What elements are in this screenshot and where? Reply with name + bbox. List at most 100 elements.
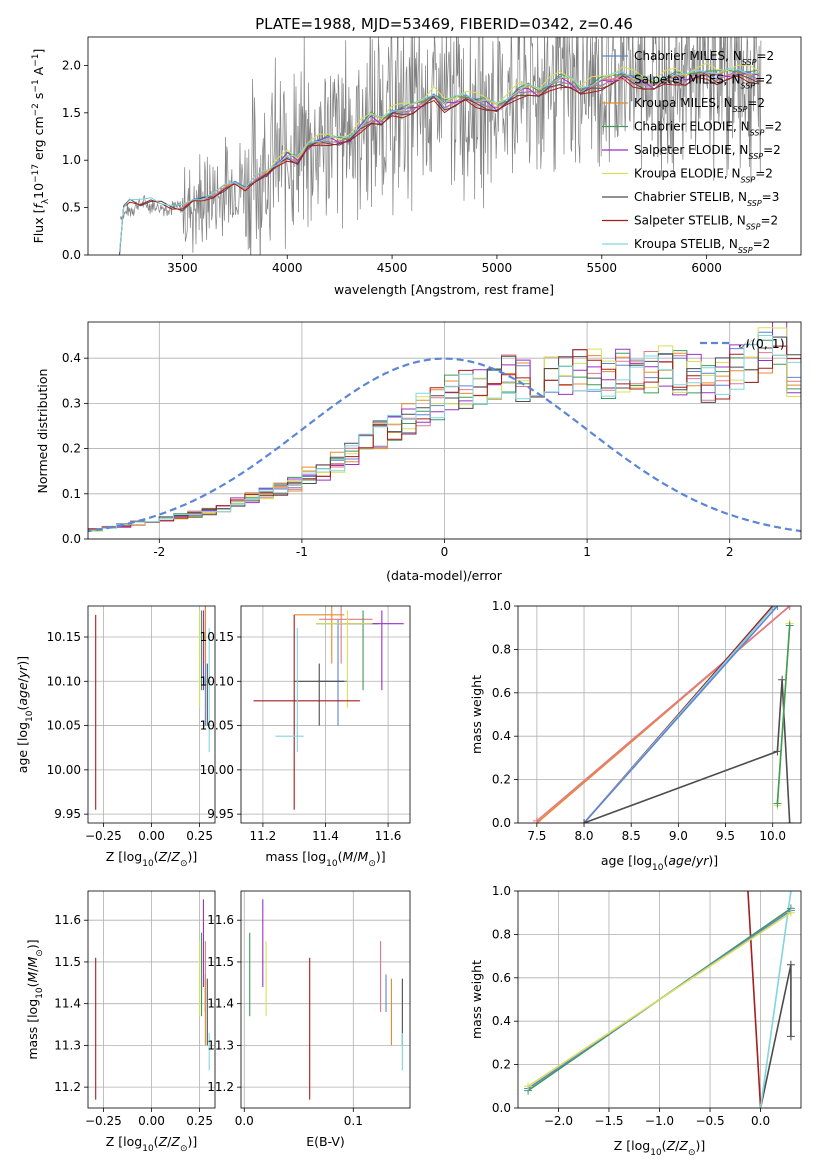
- x-tick-label: 10.0: [759, 829, 786, 843]
- weight-marker: [524, 1082, 533, 1091]
- weight-marker: [786, 1032, 795, 1041]
- y-tick-label: 10.00: [200, 763, 234, 777]
- x-axis-label: Z [log10(Z/Z⊙)]: [106, 849, 198, 869]
- figure-title: PLATE=1988, MJD=53469, FIBERID=0342, z=0…: [255, 15, 633, 33]
- legend-entry: Salpeter ELODIE, NSSP=2: [634, 143, 781, 161]
- x-tick-label: −1.5: [594, 1114, 623, 1128]
- mass-vs-extinction-panel: 0.0 0.1 11.2 11.3 11.4 11.5 11.6 E(B-V): [207, 890, 411, 1149]
- age-vs-mass-panel: 11.2 11.4 11.6 9.95 10.00 10.05 10.10 10.15 mass…: [200, 605, 411, 869]
- y-tick-label: 1.0: [62, 153, 81, 167]
- plot-content: [95, 899, 210, 1100]
- x-tick-label: 11.2: [250, 829, 277, 843]
- weight-line: [583, 606, 778, 823]
- y-axis-label: age [log10(age/yr)]: [15, 656, 35, 773]
- histogram-step: [88, 331, 801, 531]
- x-tick-label: 0.25: [186, 829, 213, 843]
- histogram-step: [88, 339, 801, 532]
- y-tick-label: 0.8: [492, 642, 511, 656]
- y-tick-label: 0.4: [492, 1014, 511, 1028]
- x-tick-label: 0.25: [186, 1114, 213, 1128]
- legend-entry: 𝒩(0, 1): [739, 336, 785, 351]
- y-tick-label: 11.5: [207, 955, 234, 969]
- y-tick-label: 11.3: [54, 1038, 81, 1052]
- legend-entry: Kroupa MILES, NSSP=2: [634, 96, 765, 114]
- axes-frame: [517, 605, 802, 824]
- y-tick-label: 11.2: [54, 1080, 81, 1094]
- y-tick-label: 10.10: [200, 674, 234, 688]
- x-tick-label: 0.00: [138, 829, 165, 843]
- x-axis-label: wavelength [Angstrom, rest frame]: [334, 282, 554, 297]
- weight-marker: [580, 819, 589, 823]
- x-tick-label: 0: [441, 545, 449, 559]
- weight-marker: [785, 819, 794, 823]
- age-vs-metallicity-panel: −0.25 0.00 0.25 9.95 10.00 10.05 10.10 10.15 Z […: [15, 605, 216, 869]
- weight-vs-age-panel: 7.5 8.0 8.5 9.0 9.5 10.0 0.0 0.2 0.4 0.6 0.8 1.0 age…: [469, 599, 802, 873]
- x-tick-label: 0.0: [235, 1114, 254, 1128]
- weight-marker: [756, 1104, 765, 1108]
- weight-line: [536, 606, 791, 822]
- legend-entry: Kroupa ELODIE, NSSP=2: [634, 167, 773, 185]
- x-tick-label: 5500: [587, 261, 618, 275]
- residual-histogram-panel: -2 -1 0 1 2 0.0 0.1 0.2 0.3 0.4 𝒩(0, 1) (data-model…: [35, 321, 802, 583]
- histogram-step: [88, 345, 801, 532]
- model-line: [119, 67, 760, 253]
- x-tick-label: 8.5: [622, 829, 641, 843]
- x-tick-label: −2.0: [544, 1114, 573, 1128]
- y-axis-label: Flux [fλ10−17 erg cm−2 s−1 A−1]: [31, 49, 51, 244]
- x-axis-label: Z [log10(Z/Z⊙)]: [106, 1134, 198, 1154]
- y-tick-label: 0.6: [492, 686, 511, 700]
- x-tick-label: 0.0: [751, 1114, 770, 1128]
- y-tick-label: 0.8: [492, 927, 511, 941]
- legend-entry: Chabrier MILES, NSSP=2: [634, 49, 774, 67]
- x-axis-label: age [log10(age/yr)]: [601, 853, 718, 873]
- x-axis-label: E(B-V): [306, 1134, 345, 1149]
- weight-marker: [778, 675, 787, 684]
- weight-marker: [785, 621, 794, 630]
- x-tick-label: 11.4: [312, 829, 339, 843]
- y-tick-label: 10.00: [47, 763, 81, 777]
- x-tick-label: 3500: [167, 261, 198, 275]
- x-tick-label: 11.6: [375, 829, 402, 843]
- x-tick-label: 0.1: [344, 1114, 363, 1128]
- y-tick-label: 0.0: [62, 532, 81, 546]
- y-tick-label: 10.15: [47, 630, 81, 644]
- x-tick-label: 5000: [482, 261, 513, 275]
- x-tick-label: 4000: [272, 261, 303, 275]
- plot-content: [95, 606, 210, 810]
- y-axis-label: mass [log10(M/M⊙)]: [25, 939, 45, 1059]
- y-tick-label: 0.2: [492, 1058, 511, 1072]
- weight-marker: [773, 747, 782, 756]
- x-tick-label: 9.0: [669, 829, 688, 843]
- y-tick-label: 1.5: [62, 106, 81, 120]
- y-axis-label: mass weight: [469, 960, 484, 1039]
- x-tick-label: -1: [296, 545, 308, 559]
- y-tick-label: 2.0: [62, 58, 81, 72]
- weight-line: [759, 891, 792, 1108]
- weight-marker: [773, 799, 782, 808]
- x-tick-label: −1.0: [645, 1114, 674, 1128]
- y-tick-label: 11.6: [207, 913, 234, 927]
- y-tick-label: 0.2: [492, 773, 511, 787]
- x-tick-label: 6000: [691, 261, 722, 275]
- plot-content: [249, 899, 403, 1100]
- y-tick-label: 11.5: [54, 955, 81, 969]
- x-tick-label: 1: [583, 545, 591, 559]
- plot-content: [524, 891, 795, 1108]
- x-tick-label: 9.5: [716, 829, 735, 843]
- legend-entry: Chabrier ELODIE, NSSP=2: [634, 120, 782, 138]
- x-tick-label: 4500: [377, 261, 408, 275]
- axes-frame: [87, 36, 802, 256]
- y-tick-label: 9.95: [54, 807, 81, 821]
- weight-marker: [786, 960, 795, 969]
- y-tick-label: 0.4: [62, 351, 81, 365]
- y-tick-label: 0.0: [62, 248, 81, 262]
- histogram-step: [88, 322, 801, 531]
- weight-line: [583, 679, 791, 823]
- weight-marker: [773, 606, 782, 610]
- y-tick-label: 10.05: [200, 719, 234, 733]
- weight-line: [747, 891, 762, 1108]
- y-tick-label: 1.0: [492, 884, 511, 898]
- weight-line: [776, 625, 791, 804]
- weight-vs-metallicity-panel: −2.0 −1.5 −1.0 −0.5 0.0 0.0 0.2 0.4 0.6 0.8 1.0 Z […: [469, 884, 802, 1158]
- model-line: [119, 75, 760, 254]
